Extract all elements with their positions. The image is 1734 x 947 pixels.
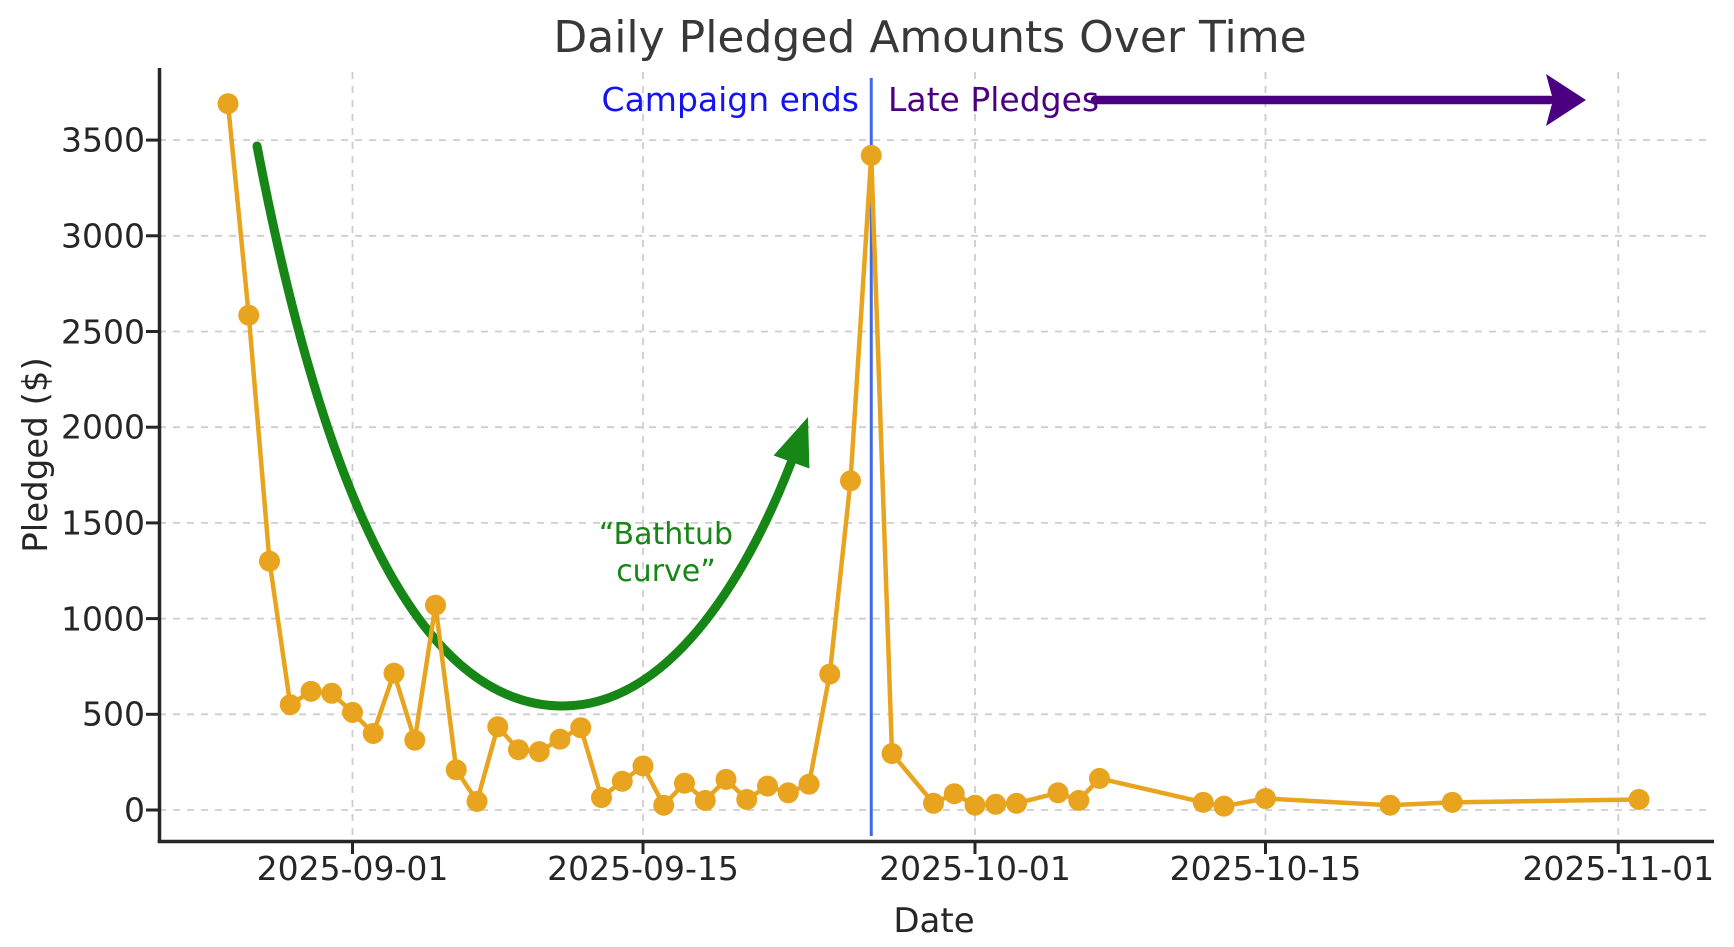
data-point [674, 772, 695, 794]
data-point [819, 663, 841, 685]
data-point [611, 770, 633, 792]
data-point [591, 787, 612, 809]
data-point [1213, 795, 1235, 817]
data-point [964, 794, 986, 816]
data-point [570, 717, 592, 739]
data-point [217, 93, 239, 115]
data-point [259, 550, 280, 572]
data-point [985, 793, 1007, 815]
bathtub-arrowhead-icon [773, 417, 810, 469]
data-point [404, 729, 426, 751]
data-point [1068, 789, 1090, 811]
data-point [923, 792, 944, 814]
y-tick-label: 3500 [61, 120, 145, 160]
data-point [383, 662, 405, 684]
data-point [736, 788, 758, 810]
data-point [238, 304, 260, 326]
data-point [1192, 791, 1214, 813]
data-point [445, 759, 467, 781]
x-tick-label: 2025-11-01 [1522, 849, 1715, 888]
data-point [777, 782, 799, 804]
data-point [1047, 782, 1069, 804]
chart-title: Daily Pledged Amounts Over Time [553, 12, 1307, 63]
data-point [466, 790, 488, 812]
data-point [694, 789, 716, 811]
bathtub-curve-label: “Bathtub curve” [599, 516, 733, 590]
data-point [1255, 788, 1276, 810]
data-point [321, 682, 343, 704]
data-point [715, 768, 737, 790]
data-point [342, 701, 363, 723]
bathtub-curve-label-line1: “Bathtub [598, 517, 734, 552]
x-tick-label: 2025-09-15 [547, 849, 739, 888]
data-point [362, 722, 384, 744]
bathtub-curve-label-line2: curve” [616, 554, 716, 589]
x-tick-label: 2025-10-01 [879, 849, 1071, 888]
x-tick-label: 2025-10-15 [1169, 849, 1362, 888]
data-point [1006, 792, 1027, 814]
data-point [943, 783, 965, 805]
data-point [1089, 767, 1110, 789]
y-axis-title: Pledged ($) [16, 357, 56, 553]
data-point [881, 743, 903, 765]
y-tick-label: 2000 [61, 407, 145, 447]
data-point [528, 741, 550, 763]
data-point [798, 773, 820, 795]
y-tick-label: 0 [124, 790, 145, 830]
series-line [225, 101, 1642, 809]
x-tick-label: 2025-09-01 [256, 849, 449, 888]
bathtub-curve-arrow [252, 141, 802, 711]
data-point [487, 716, 509, 738]
data-point [653, 794, 675, 816]
data-point [1441, 791, 1463, 813]
data-point [632, 755, 654, 777]
y-tick-label: 500 [82, 694, 145, 734]
y-tick-label: 2500 [61, 312, 145, 351]
data-point [1379, 794, 1401, 816]
data-point [279, 694, 301, 716]
y-tick-label: 3000 [61, 216, 145, 256]
data-point [757, 775, 778, 797]
campaign-ends-label: Campaign ends [601, 80, 859, 119]
data-point [840, 470, 861, 492]
data-point [300, 680, 322, 702]
y-tick-label: 1000 [61, 599, 145, 639]
data-point [425, 594, 446, 616]
x-axis-title: Date [893, 901, 975, 941]
data-point [549, 728, 571, 750]
y-tick-label: 1500 [61, 503, 145, 543]
data-point [508, 739, 529, 761]
data-point [860, 144, 882, 166]
data-point [1628, 788, 1650, 810]
late-pledges-arrowhead-icon [1546, 74, 1586, 126]
late-pledges-label: Late Pledges [888, 80, 1100, 119]
